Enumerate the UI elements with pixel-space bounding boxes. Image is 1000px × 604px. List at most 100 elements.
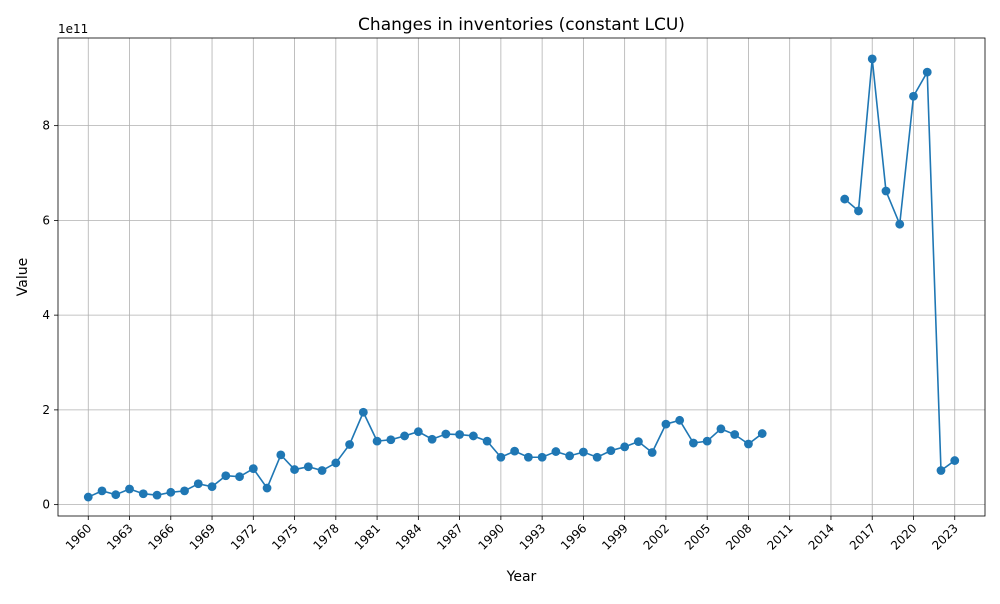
data-point bbox=[248, 464, 258, 474]
chart-title: Changes in inventories (constant LCU) bbox=[358, 15, 685, 35]
x-tick-label: 1972 bbox=[228, 521, 259, 552]
data-point bbox=[867, 54, 877, 64]
points-layer bbox=[83, 54, 960, 502]
series-layer bbox=[87, 58, 956, 498]
data-point bbox=[895, 219, 905, 229]
x-tick-label: 2008 bbox=[723, 521, 754, 552]
data-point bbox=[138, 489, 148, 499]
x-axis-ticks: 1960 1963 1966 1969 1972 1975 1978 1981 1984 1987… bbox=[63, 516, 961, 553]
x-tick-label: 1978 bbox=[310, 521, 341, 552]
y-axis-ticks: 0 2 4 6 8 bbox=[42, 119, 58, 512]
data-point bbox=[496, 452, 506, 462]
data-point bbox=[193, 479, 203, 489]
data-point bbox=[909, 91, 918, 101]
x-tick-label: 1975 bbox=[269, 521, 300, 552]
data-point bbox=[276, 450, 286, 460]
data-point bbox=[592, 452, 602, 462]
x-tick-label: 1963 bbox=[104, 521, 135, 552]
x-tick-label: 1990 bbox=[475, 521, 506, 552]
data-point bbox=[111, 490, 121, 500]
x-tick-label: 2023 bbox=[929, 521, 960, 552]
data-point bbox=[757, 429, 767, 438]
data-point bbox=[551, 447, 561, 456]
x-tick-label: 1966 bbox=[145, 521, 176, 552]
y-axis-label: Value bbox=[15, 258, 31, 296]
series-line bbox=[844, 58, 956, 473]
data-point bbox=[840, 194, 850, 204]
data-point bbox=[152, 490, 162, 500]
y-tick-label: 2 bbox=[42, 403, 50, 417]
data-point bbox=[730, 430, 740, 439]
x-tick-label: 1960 bbox=[63, 521, 94, 552]
x-axis-label: Year bbox=[506, 569, 537, 585]
data-point bbox=[950, 456, 960, 465]
data-point bbox=[716, 424, 726, 434]
data-point bbox=[331, 458, 341, 468]
data-point bbox=[413, 427, 423, 437]
data-point bbox=[647, 448, 657, 457]
data-point bbox=[400, 431, 409, 441]
x-tick-label: 1996 bbox=[558, 521, 589, 552]
data-point bbox=[83, 492, 93, 502]
data-point bbox=[634, 437, 643, 447]
data-point bbox=[510, 446, 520, 456]
data-point bbox=[537, 452, 547, 462]
data-point bbox=[922, 67, 932, 77]
x-tick-label: 2002 bbox=[641, 521, 672, 552]
y-tick-label: 4 bbox=[42, 308, 50, 322]
series-line bbox=[87, 410, 763, 498]
data-point bbox=[303, 462, 313, 472]
y-tick-label: 0 bbox=[42, 498, 50, 512]
data-point bbox=[97, 486, 107, 496]
data-point bbox=[262, 483, 272, 493]
data-point bbox=[427, 434, 437, 444]
data-point bbox=[620, 442, 630, 452]
data-point bbox=[166, 487, 176, 497]
data-point bbox=[125, 484, 134, 494]
x-tick-label: 1984 bbox=[393, 521, 424, 552]
x-tick-label: 2017 bbox=[847, 521, 878, 552]
x-tick-label: 2005 bbox=[682, 521, 713, 552]
data-point bbox=[235, 472, 244, 482]
y-tick-label: 8 bbox=[42, 119, 50, 133]
data-point bbox=[578, 447, 588, 457]
data-point bbox=[744, 439, 753, 449]
x-tick-label: 2020 bbox=[888, 521, 919, 552]
data-point bbox=[468, 431, 478, 441]
data-point bbox=[372, 436, 382, 446]
data-point bbox=[345, 440, 354, 449]
data-point bbox=[386, 435, 396, 445]
y-axis-offset-label: 1e11 bbox=[58, 22, 88, 36]
data-point bbox=[881, 186, 891, 196]
data-point bbox=[606, 446, 616, 456]
grid-layer bbox=[58, 38, 985, 516]
data-point bbox=[317, 466, 327, 475]
data-point bbox=[675, 415, 685, 425]
x-tick-label: 1969 bbox=[187, 521, 218, 552]
data-point bbox=[207, 482, 217, 492]
x-tick-label: 1999 bbox=[599, 521, 630, 552]
data-point bbox=[482, 436, 492, 446]
data-point bbox=[290, 465, 299, 474]
x-tick-label: 1993 bbox=[517, 521, 548, 552]
x-tick-label: 2014 bbox=[806, 521, 837, 552]
data-point bbox=[358, 407, 368, 417]
data-point bbox=[180, 486, 189, 496]
data-point bbox=[455, 430, 465, 439]
data-point bbox=[702, 436, 712, 446]
data-point bbox=[936, 466, 946, 475]
data-point bbox=[221, 471, 231, 481]
plot-area-frame bbox=[57, 37, 986, 517]
y-tick-label: 6 bbox=[42, 213, 50, 227]
data-point bbox=[441, 429, 451, 439]
x-tick-label: 1981 bbox=[352, 521, 383, 552]
data-point bbox=[661, 419, 671, 429]
data-point bbox=[689, 438, 698, 448]
data-point bbox=[854, 206, 863, 216]
x-tick-label: 2011 bbox=[764, 521, 795, 552]
x-tick-label: 1987 bbox=[434, 521, 465, 552]
data-point bbox=[565, 451, 575, 461]
data-point bbox=[523, 452, 533, 462]
